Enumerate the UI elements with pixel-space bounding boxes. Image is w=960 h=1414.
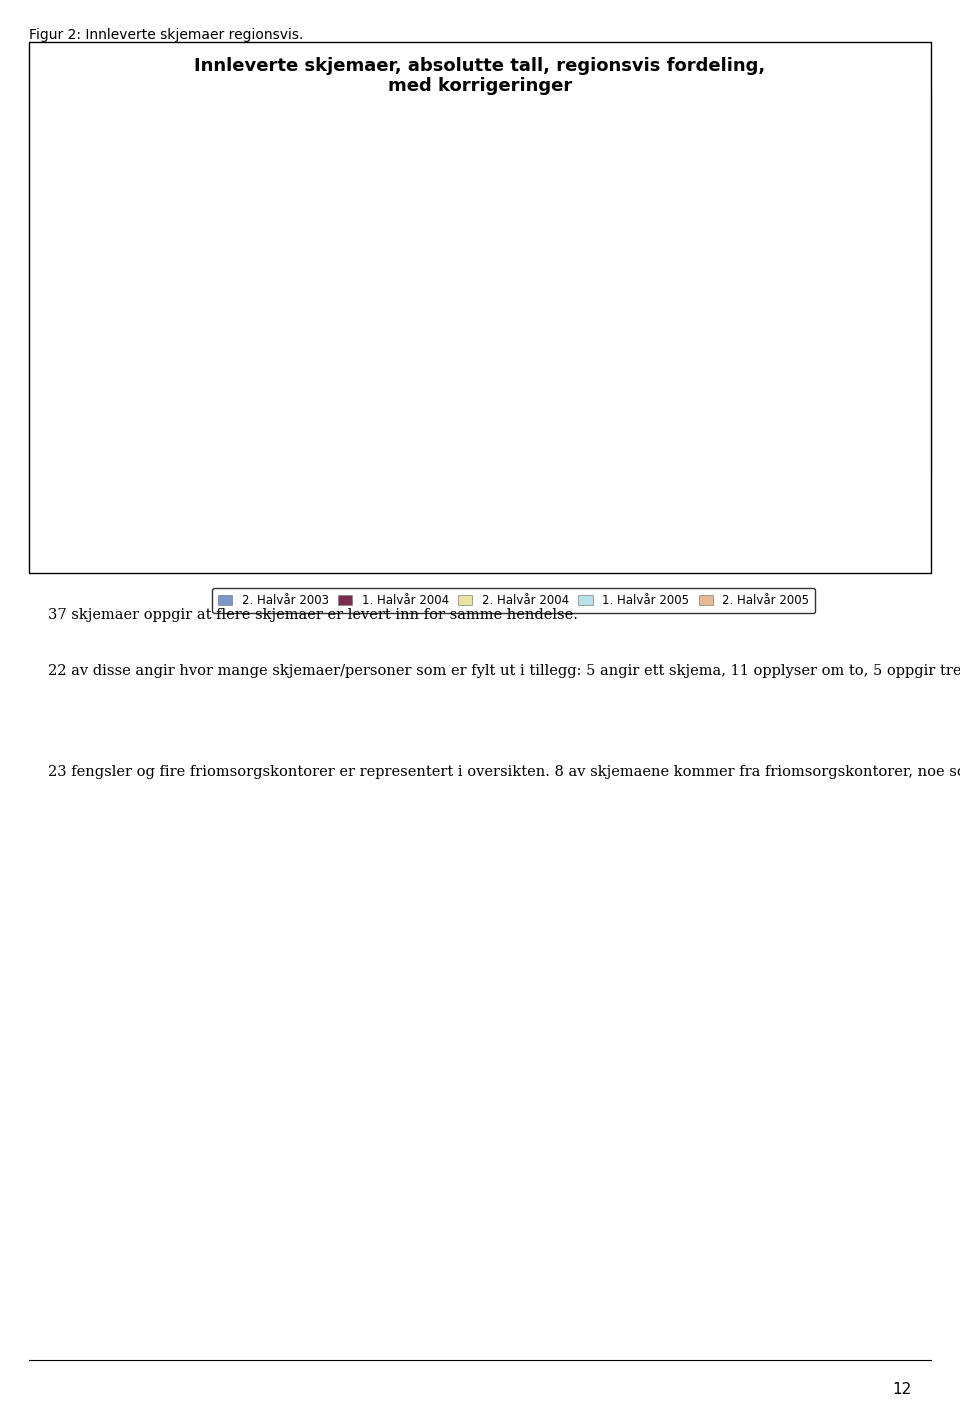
Bar <box>449 375 470 474</box>
Text: 19: 19 <box>887 315 900 325</box>
Text: 20: 20 <box>272 308 285 318</box>
Text: Innleverte skjemaer, absolutte tall, regionsvis fordeling,
med korrigeringer: Innleverte skjemaer, absolutte tall, reg… <box>194 57 766 95</box>
Text: 20: 20 <box>662 308 676 318</box>
Bar <box>108 436 131 474</box>
Bar <box>520 245 542 474</box>
Text: 17: 17 <box>134 331 148 341</box>
Bar <box>680 267 702 474</box>
Bar <box>311 382 333 474</box>
Text: 11: 11 <box>590 376 604 386</box>
Text: 37 skjemaer oppgir at flere skjemaer er levert inn for samme hendelse.: 37 skjemaer oppgir at flere skjemaer er … <box>48 608 578 622</box>
Text: 10: 10 <box>547 385 560 395</box>
Text: 15: 15 <box>706 346 719 356</box>
Bar <box>702 359 724 474</box>
Bar <box>564 397 587 474</box>
Bar <box>131 344 153 474</box>
Bar <box>405 290 427 474</box>
Text: 29: 29 <box>388 239 400 249</box>
Bar <box>196 467 218 474</box>
Text: Figur 2: Innleverte skjemaer regionsvis.: Figur 2: Innleverte skjemaer regionsvis. <box>29 28 303 42</box>
Text: 7: 7 <box>753 407 759 417</box>
Text: 30: 30 <box>525 232 539 242</box>
Bar <box>470 420 492 474</box>
Text: 5: 5 <box>116 423 123 433</box>
Bar <box>861 397 883 474</box>
Bar <box>817 359 839 474</box>
Bar <box>608 199 630 474</box>
Text: 8: 8 <box>159 400 166 410</box>
Bar <box>542 397 564 474</box>
Text: 9: 9 <box>181 392 188 402</box>
Bar <box>383 252 405 474</box>
Bar <box>724 352 745 474</box>
Text: 27: 27 <box>684 255 697 264</box>
Text: 7: 7 <box>478 407 485 417</box>
Bar <box>290 382 311 474</box>
Text: 10: 10 <box>865 385 878 395</box>
Bar <box>246 314 268 474</box>
Bar <box>658 321 680 474</box>
Bar <box>796 443 817 474</box>
Text: 15: 15 <box>431 346 444 356</box>
Bar <box>587 390 608 474</box>
Text: 4: 4 <box>803 430 809 440</box>
Text: 12: 12 <box>316 369 329 379</box>
Text: 12: 12 <box>893 1381 912 1397</box>
Bar <box>174 404 196 474</box>
Text: 15: 15 <box>822 346 835 356</box>
Text: 14: 14 <box>844 354 856 363</box>
Text: 24: 24 <box>409 277 422 287</box>
Bar <box>745 420 767 474</box>
Bar <box>153 413 174 474</box>
Bar <box>268 321 290 474</box>
Bar <box>427 359 449 474</box>
Text: 21: 21 <box>251 300 263 310</box>
Bar <box>839 366 861 474</box>
Text: 1: 1 <box>204 452 210 462</box>
Text: 16: 16 <box>338 338 350 348</box>
Text: 13: 13 <box>453 362 467 372</box>
Bar <box>883 328 904 474</box>
Legend: 2. Halvår 2003, 1. Halvår 2004, 2. Halvår 2004, 1. Halvår 2005, 2. Halvår 2005: 2. Halvår 2003, 1. Halvår 2004, 2. Halvå… <box>212 588 815 612</box>
Text: 23 fengsler og fire friomsorgskontorer er representert i oversikten. 8 av skjema: 23 fengsler og fire friomsorgskontorer e… <box>48 764 960 779</box>
Bar <box>333 352 355 474</box>
Text: 36: 36 <box>612 185 626 195</box>
Text: 22 av disse angir hvor mange skjemaer/personer som er fylt ut i tillegg: 5 angir: 22 av disse angir hvor mange skjemaer/pe… <box>48 662 960 677</box>
Text: 16: 16 <box>728 338 741 348</box>
Text: 10: 10 <box>568 385 582 395</box>
Text: 12: 12 <box>294 369 307 379</box>
